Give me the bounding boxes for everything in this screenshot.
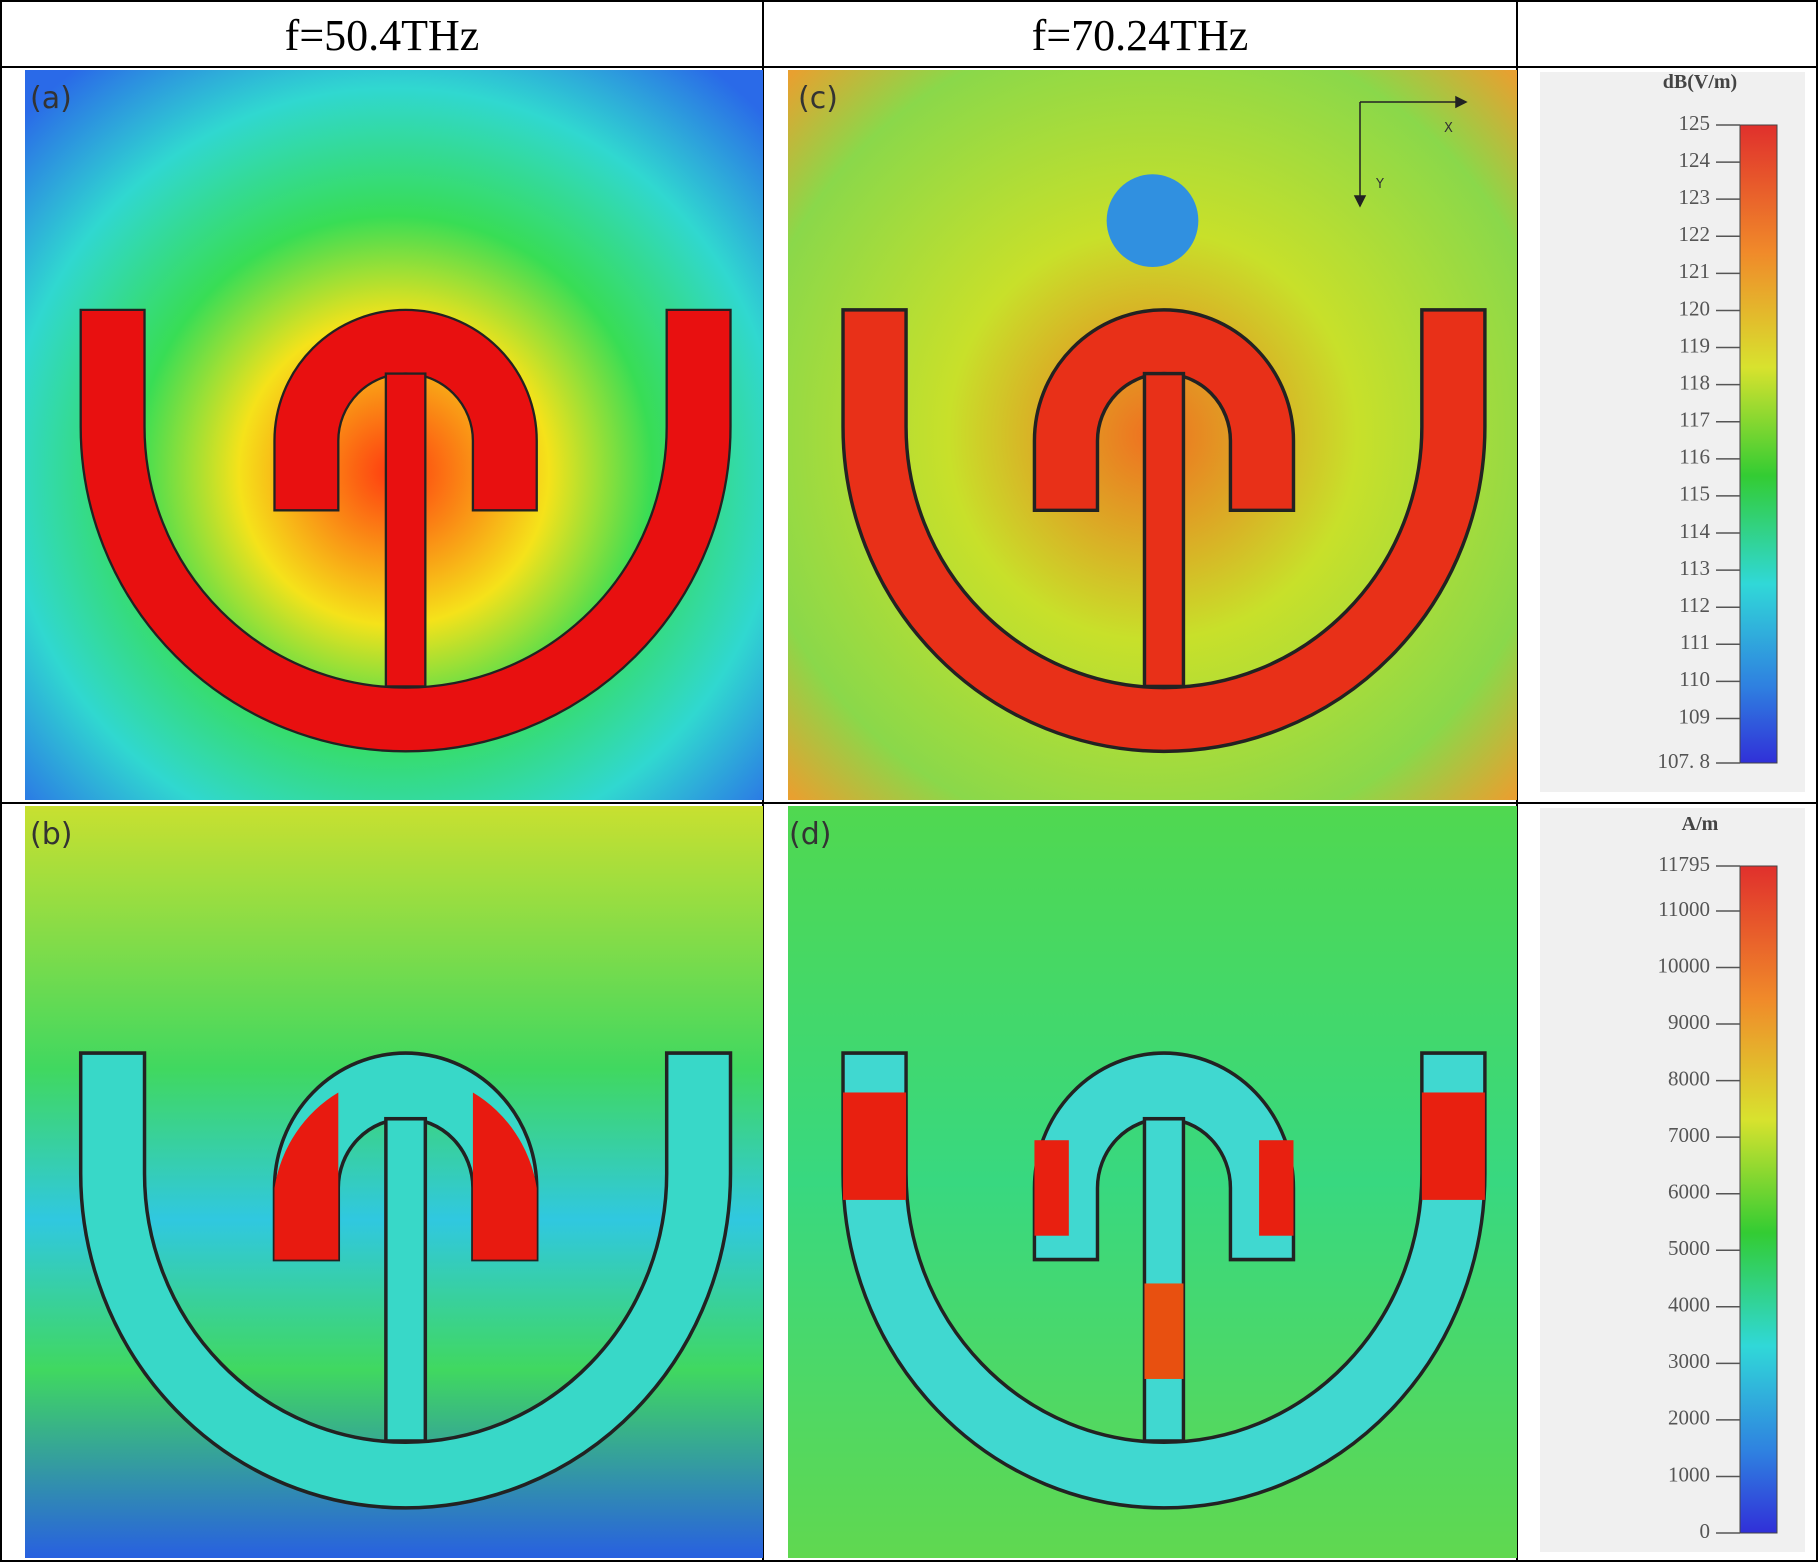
tick-label: 120 bbox=[1679, 296, 1711, 320]
tick-label: 4000 bbox=[1668, 1293, 1710, 1317]
tick-label: 8000 bbox=[1668, 1066, 1710, 1090]
tick-label: 107. 8 bbox=[1658, 749, 1711, 773]
field-map bbox=[25, 70, 763, 800]
axis-label: Y bbox=[1375, 177, 1384, 192]
field-map bbox=[788, 70, 1517, 800]
colorbar bbox=[1739, 865, 1778, 1534]
tick-label: 109 bbox=[1679, 704, 1711, 728]
panel-label: (d) bbox=[789, 817, 831, 852]
tick-label: 112 bbox=[1679, 593, 1710, 617]
tick-label: 115 bbox=[1679, 482, 1710, 506]
colorbar-unit: dB(V/m) bbox=[1663, 71, 1737, 93]
tick-label: 1000 bbox=[1668, 1462, 1710, 1486]
column-header: f=70.24THz bbox=[1032, 11, 1249, 60]
tick-label: 121 bbox=[1679, 259, 1711, 283]
column-header: f=50.4THz bbox=[285, 11, 480, 60]
tick-label: 110 bbox=[1679, 667, 1710, 691]
tick-label: 116 bbox=[1679, 445, 1710, 469]
tick-label: 114 bbox=[1679, 519, 1710, 543]
panel-label: (c) bbox=[798, 81, 838, 116]
colorbar bbox=[1739, 124, 1778, 764]
tick-label: 117 bbox=[1679, 408, 1710, 432]
colorbar-unit: A/m bbox=[1682, 813, 1719, 835]
tick-label: 2000 bbox=[1668, 1406, 1710, 1430]
panel-label: (b) bbox=[30, 817, 72, 852]
field-map bbox=[788, 806, 1517, 1558]
axis-indicator bbox=[1353, 95, 1468, 208]
tick-label: 111 bbox=[1680, 630, 1710, 654]
tick-label: 11795 bbox=[1658, 852, 1710, 876]
tick-label: 11000 bbox=[1658, 897, 1710, 921]
tick-label: 113 bbox=[1679, 556, 1710, 580]
field-map bbox=[25, 806, 763, 1558]
axis-label: X bbox=[1444, 121, 1453, 136]
tick-label: 119 bbox=[1679, 333, 1710, 357]
tick-label: 124 bbox=[1679, 148, 1711, 172]
tick-label: 3000 bbox=[1668, 1349, 1710, 1373]
tick-label: 6000 bbox=[1668, 1180, 1710, 1204]
tick-label: 5000 bbox=[1668, 1236, 1710, 1260]
tick-label: 123 bbox=[1679, 185, 1711, 209]
tick-label: 10000 bbox=[1658, 953, 1711, 977]
tick-label: 0 bbox=[1700, 1519, 1711, 1543]
tick-label: 125 bbox=[1679, 111, 1711, 135]
tick-label: 9000 bbox=[1668, 1010, 1710, 1034]
tick-label: 7000 bbox=[1668, 1123, 1710, 1147]
panel-label: (a) bbox=[30, 81, 72, 116]
tick-label: 118 bbox=[1679, 370, 1710, 394]
tick-label: 122 bbox=[1679, 222, 1711, 246]
